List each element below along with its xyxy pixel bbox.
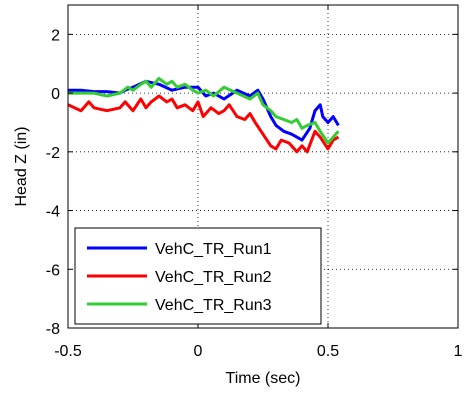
series-line [67, 94, 340, 154]
legend-label: VehC_TR_Run2 [155, 269, 272, 286]
axes-box [67, 4, 459, 329]
y-tick-label: -2 [46, 145, 60, 162]
y-tick-label: 2 [51, 27, 60, 44]
y-tick-label: -6 [46, 262, 60, 279]
x-tick-label: -0.5 [54, 343, 82, 360]
series-line [68, 76, 340, 145]
x-tick-label: 1 [454, 343, 463, 360]
series-lines [67, 76, 340, 154]
y-tick-label: 0 [51, 86, 60, 103]
x-tick-label: 0.5 [317, 343, 339, 360]
x-tick-label: 0 [194, 343, 203, 360]
legend-label: VehC_TR_Run3 [155, 297, 272, 314]
y-tick-label: -4 [46, 204, 60, 221]
y-tick-label: -8 [46, 321, 60, 338]
y-axis-label: Head Z (in) [13, 126, 30, 206]
x-axis-label: Time (sec) [226, 370, 301, 387]
axis-ticks: -0.5 0 0.5 1 -8 -6 -4 -2 0 2 [46, 5, 463, 360]
legend-label: VehC_TR_Run1 [155, 241, 272, 258]
legend: VehC_TR_Run1 VehC_TR_Run2 VehC_TR_Run3 [74, 227, 322, 325]
